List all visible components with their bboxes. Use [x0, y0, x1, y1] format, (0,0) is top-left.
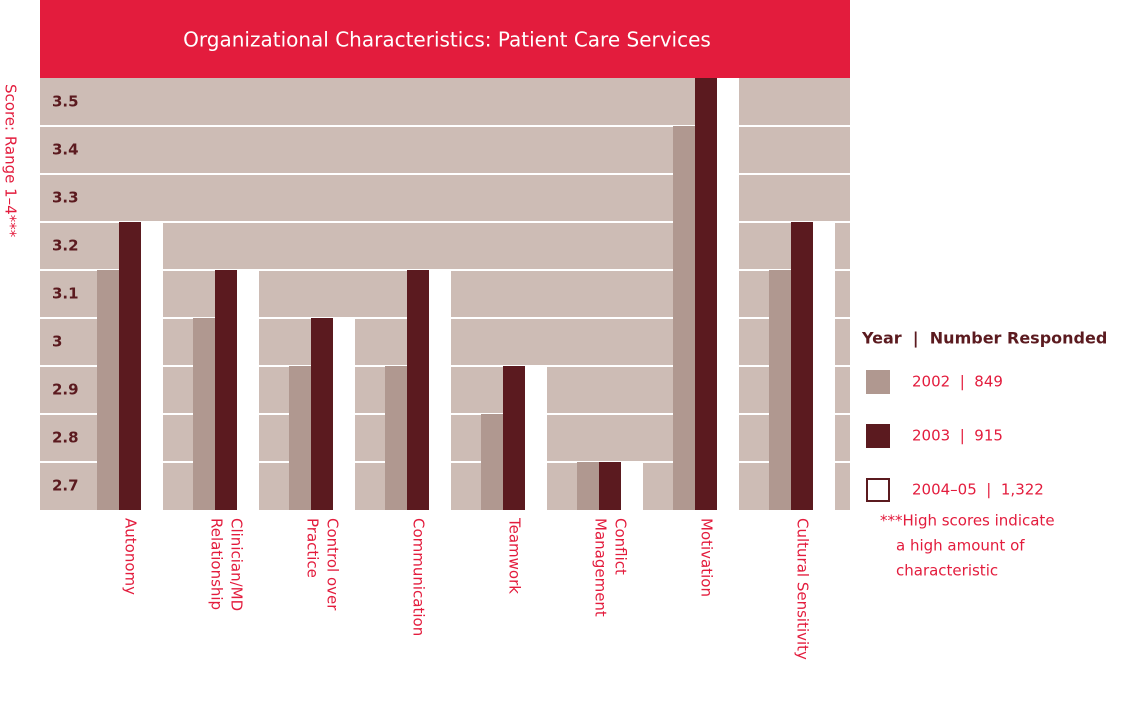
bar — [599, 462, 621, 510]
y-tick-label: 3.2 — [52, 237, 79, 255]
legend-label: 2003 | 915 — [912, 427, 1003, 445]
bar — [385, 366, 407, 510]
note: ***High scores indicate — [880, 512, 1055, 530]
x-tick-label: Relationship — [208, 518, 226, 610]
y-tick-label: 3.5 — [52, 93, 79, 111]
x-tick-label: Conflict — [612, 518, 630, 575]
bar — [237, 270, 259, 510]
bar — [769, 270, 791, 510]
legend-label: 2002 | 849 — [912, 373, 1003, 391]
note: a high amount of — [896, 537, 1025, 555]
bar — [333, 318, 355, 510]
y-tick-label: 3.3 — [52, 189, 79, 207]
legend-swatch — [866, 478, 890, 502]
y-tick-label: 3.4 — [52, 141, 79, 159]
bar — [193, 318, 215, 510]
legend-label: 2004–05 | 1,322 — [912, 481, 1044, 499]
bar — [673, 126, 695, 510]
bar — [813, 222, 835, 510]
bar — [97, 270, 119, 510]
legend-swatch — [866, 424, 890, 448]
bar — [289, 366, 311, 510]
x-tick-label: Communication — [410, 518, 428, 636]
bar — [695, 78, 717, 510]
bar — [717, 78, 739, 510]
bar — [621, 462, 643, 510]
x-tick-label: Practice — [304, 518, 322, 578]
y-tick-label: 2.7 — [52, 477, 79, 495]
title-bar — [40, 0, 850, 78]
bar — [481, 414, 503, 510]
x-tick-label: Teamwork — [506, 517, 524, 594]
x-tick-label: Control over — [324, 518, 342, 611]
y-axis-label: Score: Range 1–4*** — [2, 84, 20, 238]
bar — [119, 222, 141, 510]
bar — [791, 222, 813, 510]
bar — [141, 222, 163, 510]
x-tick-label: Clinician/MD — [228, 518, 246, 611]
y-tick-label: 3.1 — [52, 285, 79, 303]
y-tick-label: 2.8 — [52, 429, 79, 447]
chart-title: Organizational Characteristics: Patient … — [183, 28, 711, 52]
bar — [407, 270, 429, 510]
x-tick-label: Management — [592, 518, 610, 617]
bar — [503, 366, 525, 510]
bar — [577, 462, 599, 510]
bar — [311, 318, 333, 510]
bar — [429, 270, 451, 510]
x-tick-label: Cultural Sensitivity — [794, 518, 812, 660]
y-tick-label: 3 — [52, 333, 62, 351]
legend-title: Year | Number Responded — [861, 329, 1107, 349]
bar — [215, 270, 237, 510]
bar — [525, 366, 547, 510]
note: characteristic — [896, 562, 998, 580]
x-tick-label: Autonomy — [122, 518, 140, 595]
x-tick-label: Motivation — [698, 518, 716, 597]
legend-swatch — [866, 370, 890, 394]
y-tick-label: 2.9 — [52, 381, 79, 399]
